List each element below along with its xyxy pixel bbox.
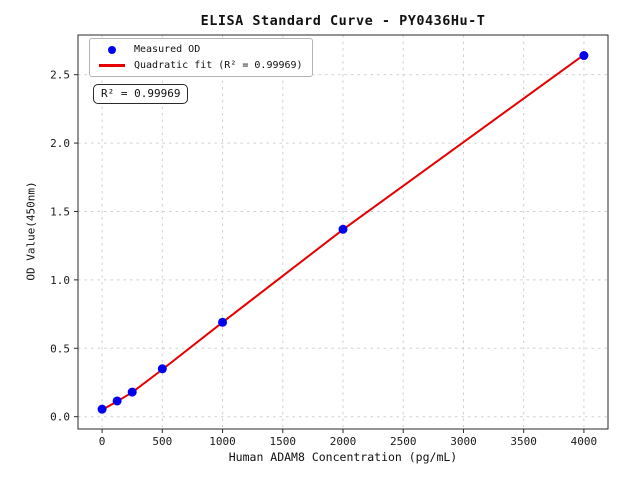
legend-item-quadratic-fit: Quadratic fit (R² = 0.99969) bbox=[96, 60, 303, 71]
x-tick-label: 2000 bbox=[330, 435, 357, 448]
legend-label: Quadratic fit (R² = 0.99969) bbox=[134, 60, 303, 71]
x-tick-labels: 0 500 1000 1500 2000 2500 3000 3500 4000 bbox=[99, 435, 597, 448]
r-squared-annotation: R² = 0.99969 bbox=[93, 84, 189, 104]
x-tick-label: 1500 bbox=[270, 435, 297, 448]
x-axis-label: Human ADAM8 Concentration (pg/mL) bbox=[228, 450, 458, 464]
line-marker-icon bbox=[99, 64, 125, 67]
y-tick-label: 0.5 bbox=[50, 342, 70, 355]
x-tick-label: 2500 bbox=[390, 435, 417, 448]
data-point bbox=[97, 404, 107, 414]
y-tick-label: 0.0 bbox=[50, 411, 70, 424]
x-tick-label: 0 bbox=[99, 435, 106, 448]
data-point bbox=[157, 364, 167, 374]
legend: Measured OD Quadratic fit (R² = 0.99969) bbox=[89, 38, 313, 77]
plot-spines bbox=[77, 34, 609, 430]
y-tick-labels: 0.0 0.5 1.0 1.5 2.0 2.5 bbox=[50, 69, 70, 424]
legend-label: Measured OD bbox=[134, 44, 201, 55]
scatter-marker-icon bbox=[108, 45, 116, 54]
data-point bbox=[218, 317, 228, 327]
data-point bbox=[338, 224, 348, 234]
data-point bbox=[579, 51, 589, 61]
y-tick-label: 2.5 bbox=[50, 69, 70, 82]
chart-title: ELISA Standard Curve - PY0436Hu-T bbox=[200, 13, 486, 29]
x-tick-label: 3500 bbox=[510, 435, 537, 448]
data-point bbox=[112, 396, 122, 406]
y-axis-label: OD Value(450nm) bbox=[24, 181, 38, 281]
x-tick-label: 1000 bbox=[209, 435, 236, 448]
y-tick-label: 1.0 bbox=[50, 274, 70, 287]
x-tick-label: 3000 bbox=[450, 435, 477, 448]
x-tick-label: 4000 bbox=[571, 435, 598, 448]
tick-marks bbox=[74, 74, 585, 433]
x-tick-label: 500 bbox=[152, 435, 172, 448]
scatter-series bbox=[97, 51, 589, 414]
y-tick-label: 1.5 bbox=[50, 205, 70, 218]
y-tick-label: 2.0 bbox=[50, 137, 70, 150]
data-point bbox=[127, 387, 137, 397]
legend-item-measured-od: Measured OD bbox=[96, 44, 303, 55]
